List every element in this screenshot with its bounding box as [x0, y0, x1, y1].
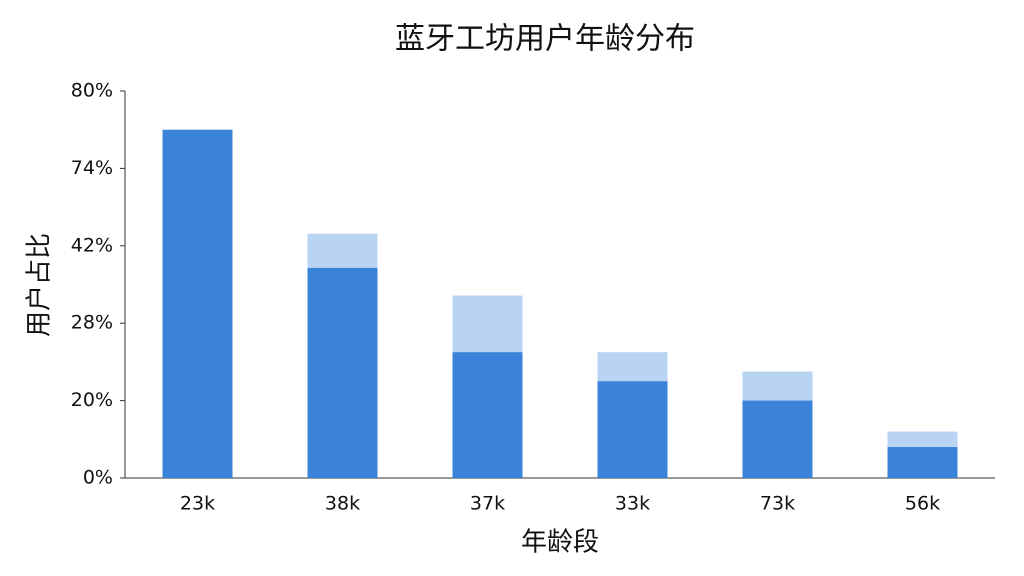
x-tick-label: 56k	[905, 493, 940, 515]
x-axis-title: 年龄段	[521, 528, 599, 558]
bar	[742, 400, 813, 478]
bar	[307, 267, 378, 478]
y-tick-label: 42%	[71, 234, 113, 256]
y-tick-label: 20%	[71, 389, 113, 411]
y-axis-title: 用户占比	[25, 233, 55, 337]
bar	[597, 381, 668, 478]
x-tick-label: 33k	[615, 493, 650, 515]
x-tick-label: 37k	[470, 493, 505, 515]
y-tick-label: 80%	[71, 80, 113, 102]
chart-title: 蓝牙工坊用户年龄分布	[395, 22, 695, 57]
y-tick-label: 28%	[71, 312, 113, 334]
x-tick-label: 73k	[760, 493, 795, 515]
bar	[162, 129, 233, 478]
bar	[887, 447, 958, 478]
x-tick-label: 38k	[325, 493, 360, 515]
y-tick-label: 74%	[71, 157, 113, 179]
bar	[452, 352, 523, 478]
x-tick-label: 23k	[180, 493, 215, 515]
y-tick-label: 0%	[83, 467, 113, 489]
